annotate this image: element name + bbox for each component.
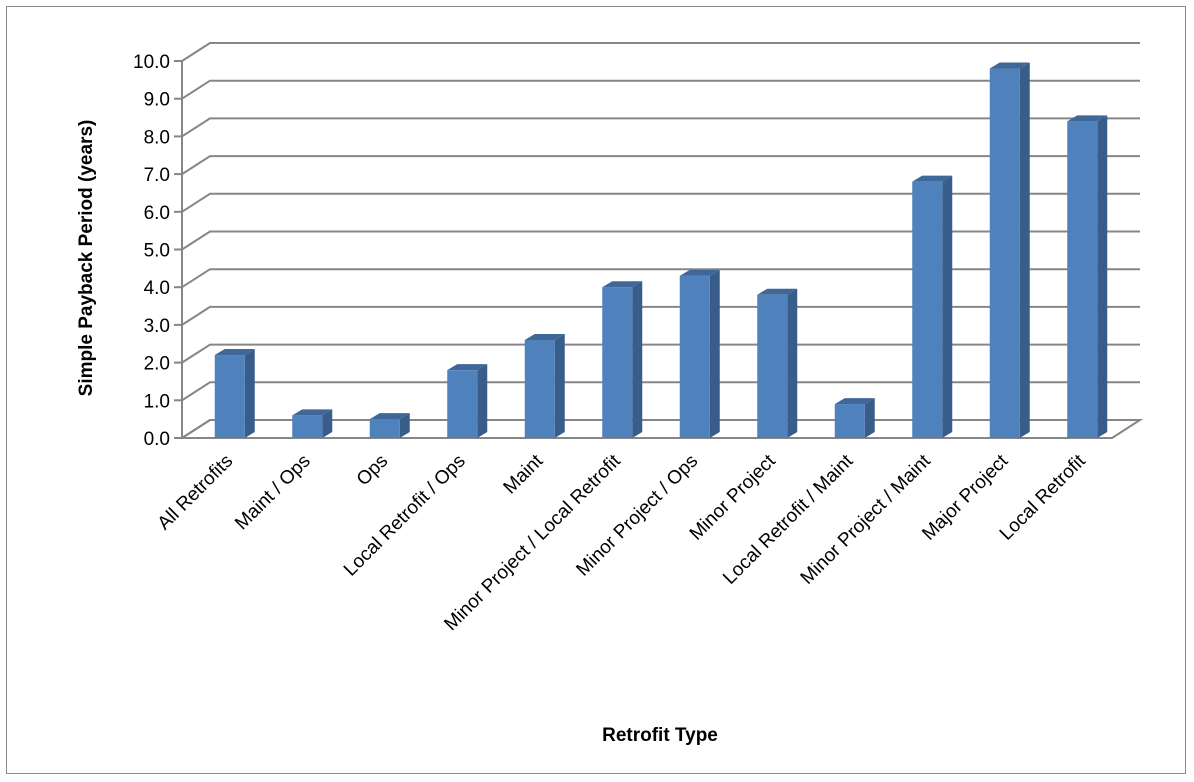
y-tick-label: 10.0	[133, 52, 170, 73]
bar-top	[834, 398, 875, 405]
gridline	[181, 155, 1140, 175]
bar-top	[679, 269, 720, 276]
bar-top	[757, 288, 798, 295]
x-tick-label: Local Retrofit / Maint	[719, 450, 858, 589]
bar	[1067, 115, 1108, 438]
bar-top	[602, 281, 643, 288]
y-tick-label: 4.0	[144, 278, 170, 299]
bar-top	[989, 62, 1030, 69]
bar-front	[602, 287, 633, 438]
x-tick-label: All Retrofits	[154, 451, 238, 535]
y-tick-label: 1.0	[144, 391, 170, 412]
floor	[178, 419, 1144, 439]
bar-front	[292, 415, 323, 438]
gridline	[181, 268, 1140, 289]
y-tick-label: 9.0	[144, 90, 170, 111]
gridline	[181, 343, 1140, 364]
bar-front	[757, 294, 788, 438]
bar-side	[1097, 115, 1108, 438]
y-tick-label: 0.0	[144, 429, 170, 450]
y-tick-label: 2.0	[144, 354, 170, 375]
bar	[912, 175, 953, 438]
bar	[602, 281, 643, 438]
bar	[292, 409, 333, 438]
bar	[679, 269, 720, 438]
bar-side	[322, 409, 333, 438]
bar-front	[369, 419, 400, 438]
y-tick-label: 5.0	[144, 241, 170, 262]
bar-front	[1067, 121, 1098, 438]
bar-side	[554, 333, 565, 438]
x-tick-label: Maint / Ops	[231, 451, 315, 535]
bar-top	[524, 333, 565, 340]
bar-front	[524, 339, 555, 438]
bar	[524, 333, 565, 438]
y-tick-label: 7.0	[144, 165, 170, 186]
bar-top	[369, 413, 410, 420]
bar-front	[912, 181, 943, 438]
y-tick-label: 8.0	[144, 127, 170, 148]
gridline	[181, 79, 1140, 100]
gridline	[181, 42, 1140, 62]
bar-top	[292, 409, 333, 416]
y-axis-title: Simple Payback Period (years)	[76, 120, 97, 397]
y-tick-labels: 0.0 1.0 2.0 3.0 4.0 5.0 6.0 7.0 8.0 9.0 10.0	[133, 52, 170, 450]
gridline	[181, 305, 1140, 326]
bar-side	[477, 364, 488, 438]
bar	[369, 413, 410, 438]
x-tick-label: Minor Project / Maint	[797, 450, 936, 589]
bar-side	[399, 413, 410, 438]
axes	[174, 60, 1144, 439]
y-tick-label: 6.0	[144, 203, 170, 224]
bar-front	[214, 355, 245, 438]
gridline	[181, 230, 1140, 251]
bar-side	[942, 175, 953, 438]
y-tick-label: 3.0	[144, 316, 170, 337]
bar	[757, 288, 798, 438]
bar-side	[244, 349, 255, 438]
bar	[834, 398, 875, 438]
bar-side	[1019, 62, 1030, 438]
gridline	[181, 192, 1140, 213]
bar	[447, 364, 488, 438]
bar-top	[447, 364, 488, 371]
bar-side	[632, 281, 643, 438]
bar-side	[864, 398, 875, 438]
bar-front	[679, 275, 710, 438]
bar-top	[912, 175, 953, 182]
bar-top	[1067, 115, 1108, 122]
chart-frame	[6, 6, 1186, 774]
gridline	[181, 117, 1140, 138]
gridline	[181, 381, 1140, 402]
x-axis-title: Retrofit Type	[602, 725, 718, 746]
bar-front	[447, 370, 478, 438]
x-tick-label: Maint	[500, 450, 548, 498]
x-tick-label: Ops	[353, 451, 392, 490]
bar-front	[989, 68, 1020, 438]
bar-front	[834, 404, 865, 438]
bars	[214, 62, 1108, 438]
bar-side	[787, 288, 798, 438]
bar-top	[214, 349, 255, 356]
bar	[989, 62, 1030, 438]
bar-side	[709, 269, 720, 438]
bar	[214, 349, 255, 438]
